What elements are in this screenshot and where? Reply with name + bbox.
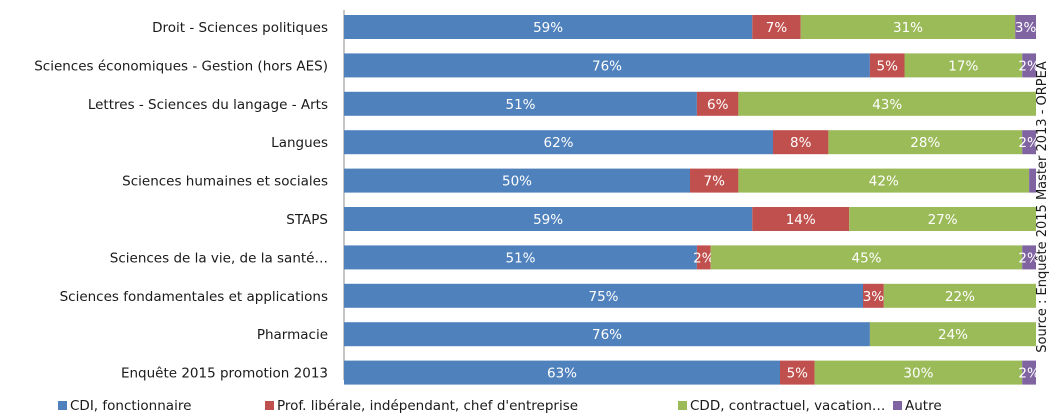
data-label: 14% bbox=[786, 212, 816, 228]
data-label: 76% bbox=[592, 58, 622, 74]
data-label: 63% bbox=[547, 366, 577, 382]
bar-segment bbox=[696, 245, 711, 270]
data-label: 2% bbox=[1018, 366, 1040, 382]
bar-segment bbox=[1015, 15, 1036, 39]
data-label: 8% bbox=[790, 135, 812, 151]
data-label: 2% bbox=[1018, 135, 1040, 151]
bar-segment bbox=[828, 130, 1023, 155]
data-label: 51% bbox=[505, 250, 535, 266]
legend-label: Prof. libérale, indépendant, chef d'entr… bbox=[277, 398, 578, 414]
data-label: 24% bbox=[938, 327, 968, 343]
legend-swatch bbox=[265, 401, 274, 410]
data-label: 22% bbox=[945, 289, 975, 305]
bar-segment bbox=[869, 322, 1036, 347]
bar-segment bbox=[344, 15, 753, 39]
data-label: 76% bbox=[592, 327, 622, 343]
bar-segment bbox=[344, 360, 780, 385]
bars-group: 59% 7% 31% 3% 76% 5% 17% 2% 51% 6% 43% 62% 8% 28% 2% 50… bbox=[344, 15, 1040, 385]
legend-label: CDI, fonctionnaire bbox=[70, 398, 191, 414]
category-label: Sciences économiques - Gestion (hors AES… bbox=[34, 58, 328, 74]
legend-swatch bbox=[58, 401, 67, 410]
category-label: Sciences de la vie, de la santé… bbox=[110, 250, 328, 266]
category-label: STAPS bbox=[286, 212, 328, 228]
data-label: 3% bbox=[863, 289, 885, 305]
bar-segment bbox=[1022, 360, 1036, 385]
bar-segment bbox=[344, 207, 753, 231]
data-label: 6% bbox=[707, 97, 729, 113]
bar-segment bbox=[869, 53, 905, 78]
data-label: 2% bbox=[1018, 250, 1040, 266]
bar-segment bbox=[344, 53, 870, 78]
data-label: 2% bbox=[1018, 58, 1040, 74]
bar-segment bbox=[344, 168, 690, 193]
bar-segment bbox=[800, 15, 1016, 39]
data-label: 28% bbox=[910, 135, 940, 151]
category-label: Langues bbox=[271, 135, 328, 151]
data-label: 75% bbox=[588, 289, 618, 305]
bar-segment bbox=[752, 15, 801, 39]
data-label: 31% bbox=[893, 20, 923, 36]
data-label: 5% bbox=[787, 366, 809, 382]
data-label: 51% bbox=[505, 97, 535, 113]
category-label: Sciences humaines et sociales bbox=[122, 174, 328, 190]
legend: CDI, fonctionnaire Prof. libérale, indépe… bbox=[58, 398, 942, 414]
data-label: 5% bbox=[876, 58, 898, 74]
category-label: Pharmacie bbox=[257, 327, 328, 343]
bar-segment bbox=[780, 360, 815, 385]
data-label: 7% bbox=[766, 20, 788, 36]
bar-segment bbox=[849, 207, 1036, 231]
category-label: Sciences fondamentales et applications bbox=[60, 289, 328, 305]
legend-swatch bbox=[678, 401, 687, 410]
bar-segment bbox=[710, 245, 1023, 270]
data-label: 7% bbox=[703, 174, 725, 190]
data-label: 59% bbox=[533, 212, 563, 228]
bar-segment bbox=[863, 283, 884, 308]
category-label: Enquête 2015 promotion 2013 bbox=[121, 366, 328, 382]
bar-segment bbox=[904, 53, 1023, 78]
data-label: 30% bbox=[903, 366, 933, 382]
data-label: 50% bbox=[502, 174, 532, 190]
bar-segment bbox=[773, 130, 829, 155]
bar-segment bbox=[344, 130, 773, 155]
bar-segment bbox=[344, 245, 697, 270]
bar-segment bbox=[738, 91, 1036, 116]
bar-segment bbox=[696, 91, 739, 116]
bar-segment bbox=[344, 322, 870, 347]
legend-swatch bbox=[893, 401, 902, 410]
category-label: Droit - Sciences politiques bbox=[152, 20, 328, 36]
category-labels: Droit - Sciences politiques Sciences écon… bbox=[34, 20, 328, 382]
bar-segment bbox=[344, 91, 697, 116]
legend-label: Autre bbox=[905, 398, 942, 414]
bar-segment bbox=[1022, 130, 1036, 155]
data-label: 27% bbox=[928, 212, 958, 228]
data-label: 17% bbox=[948, 58, 978, 74]
bar-segment bbox=[1022, 245, 1036, 270]
bar-segment bbox=[690, 168, 739, 193]
data-label: 62% bbox=[543, 135, 573, 151]
legend-label: CDD, contractuel, vacation… bbox=[690, 398, 885, 414]
bar-segment bbox=[752, 207, 850, 231]
category-label: Lettres - Sciences du langage - Arts bbox=[88, 97, 328, 113]
bar-segment bbox=[738, 168, 1029, 193]
bar-segment bbox=[883, 283, 1036, 308]
data-label: 59% bbox=[533, 20, 563, 36]
bar-segment bbox=[814, 360, 1023, 385]
bar-segment bbox=[1022, 53, 1036, 78]
data-label: 43% bbox=[872, 97, 902, 113]
data-label: 3% bbox=[1015, 20, 1037, 36]
data-label: 2% bbox=[693, 250, 715, 266]
data-label: 45% bbox=[851, 250, 881, 266]
data-label: 42% bbox=[869, 174, 899, 190]
bar-segment bbox=[1029, 168, 1036, 193]
source-note: Source : Enquête 2015 Master 2013 - ORPE… bbox=[1035, 61, 1050, 353]
bar-segment bbox=[344, 283, 863, 308]
